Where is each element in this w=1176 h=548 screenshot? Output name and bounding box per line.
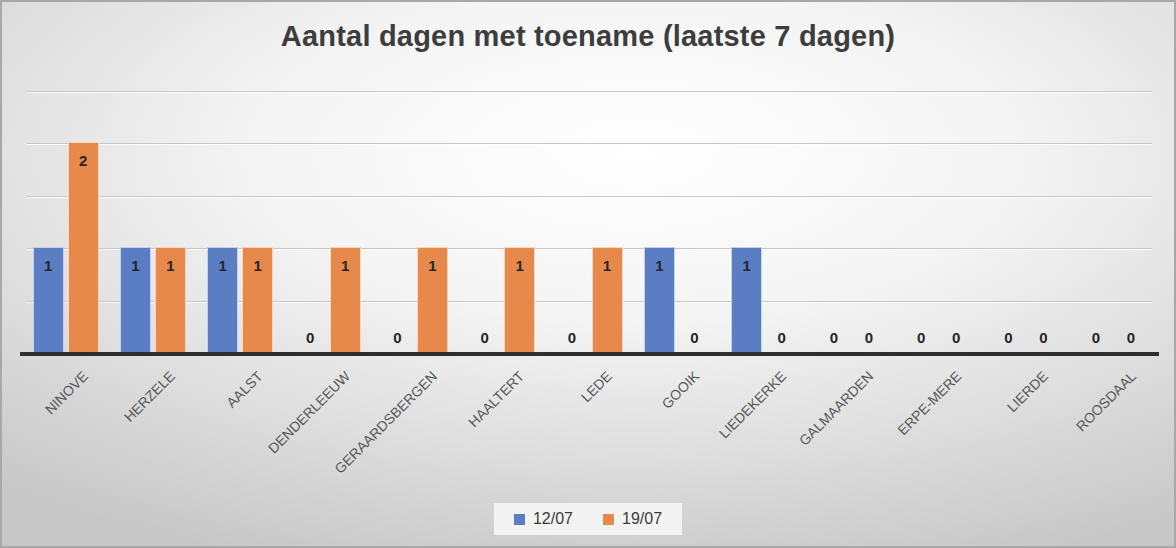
bar-value-label: 0 — [1080, 329, 1111, 346]
bar-value-label: 1 — [207, 257, 238, 274]
legend: 12/07 19/07 — [494, 503, 682, 535]
legend-swatch-orange-icon — [603, 514, 614, 525]
x-axis-labels: NINOVEHERZELEAALSTDENDERLEEUWGERAARDSBER… — [22, 354, 1157, 494]
x-axis-label: LIERDE — [1004, 368, 1051, 415]
bar-value-label: 0 — [679, 329, 710, 346]
x-axis-label: GOOIK — [658, 368, 702, 412]
bar-value-label: 1 — [731, 257, 762, 274]
bar-value-label: 0 — [1028, 329, 1059, 346]
gridline — [27, 248, 1152, 250]
bar-value-label: 1 — [33, 257, 64, 274]
bar-value-label: 0 — [1115, 329, 1146, 346]
legend-label: 19/07 — [622, 510, 662, 528]
bar-value-label: 1 — [330, 257, 361, 274]
x-axis-label: AALST — [223, 368, 266, 411]
legend-swatch-blue-icon — [514, 514, 525, 525]
gridline — [27, 91, 1152, 93]
legend-item-series-2: 19/07 — [603, 510, 662, 528]
gridline — [27, 301, 1152, 303]
bar-value-label: 0 — [382, 329, 413, 346]
bar-value-label: 0 — [295, 329, 326, 346]
bar-value-label: 1 — [242, 257, 273, 274]
bar-value-label: 0 — [853, 329, 884, 346]
gridline — [27, 196, 1152, 198]
x-axis-label: GALMAARDEN — [796, 368, 877, 449]
legend-item-series-1: 12/07 — [514, 510, 573, 528]
bar-value-label: 0 — [993, 329, 1024, 346]
x-axis-label: NINOVE — [42, 368, 91, 417]
gridline — [27, 143, 1152, 145]
bar-value-label: 0 — [766, 329, 797, 346]
legend-label: 12/07 — [533, 510, 573, 528]
bar-value-label: 1 — [155, 257, 186, 274]
x-axis-label: HERZELE — [121, 368, 178, 425]
x-axis-label: LEDE — [578, 368, 615, 405]
bar — [68, 142, 99, 352]
x-axis-label: ROOSDAAL — [1072, 368, 1138, 434]
bar-value-label: 0 — [941, 329, 972, 346]
x-axis-label: HAALTERT — [465, 368, 527, 430]
bar-value-label: 0 — [469, 329, 500, 346]
bar-value-label: 0 — [557, 329, 588, 346]
bar-value-label: 1 — [417, 257, 448, 274]
x-axis-label: DENDERLEEUW — [265, 368, 353, 456]
bar-value-label: 1 — [592, 257, 623, 274]
chart-title: Aantal dagen met toename (laatste 7 dage… — [2, 20, 1174, 53]
x-axis-label: LIEDEKERKE — [716, 368, 789, 441]
bar-value-label: 0 — [906, 329, 937, 346]
plot-area: 12111101010101101000000000 — [22, 92, 1157, 354]
bar-value-label: 0 — [818, 329, 849, 346]
bar-value-label: 1 — [120, 257, 151, 274]
bar-value-label: 1 — [504, 257, 535, 274]
bar-value-label: 1 — [644, 257, 675, 274]
bar-value-label: 2 — [68, 152, 99, 169]
x-axis-label: ERPE-MERE — [894, 368, 964, 438]
chart-canvas: Aantal dagen met toename (laatste 7 dage… — [0, 0, 1176, 548]
